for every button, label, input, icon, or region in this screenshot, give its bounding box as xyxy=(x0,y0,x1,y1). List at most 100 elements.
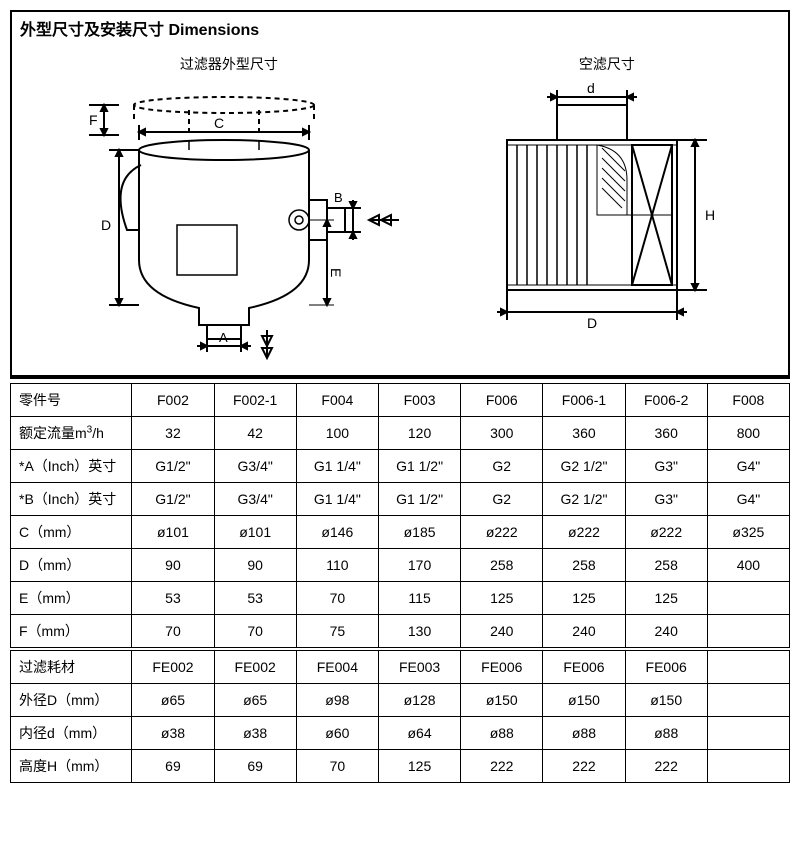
cell: 125 xyxy=(378,750,460,783)
cell: G3" xyxy=(625,450,707,483)
cell xyxy=(707,615,789,648)
dim-D2: D xyxy=(587,315,597,331)
cell: 300 xyxy=(461,417,543,450)
dimensions-table: 零件号F002F002-1F004F003F006F006-1F006-2F00… xyxy=(10,383,790,648)
cartridge-diagram: 空滤尺寸 d xyxy=(426,54,768,360)
cell: G1 1/2" xyxy=(378,483,460,516)
cell: 222 xyxy=(625,750,707,783)
cell: ø38 xyxy=(214,717,296,750)
spec-sheet: 外型尺寸及安装尺寸 Dimensions 过滤器外型尺寸 xyxy=(10,10,790,379)
row-label: *A（Inch）英寸 xyxy=(11,450,132,483)
col-header: F006-1 xyxy=(543,384,625,417)
cell: 70 xyxy=(296,582,378,615)
cell: G4" xyxy=(707,450,789,483)
col-header: F003 xyxy=(378,384,460,417)
cell: FE002 xyxy=(132,651,214,684)
cell: ø150 xyxy=(625,684,707,717)
dim-d: d xyxy=(587,80,595,96)
cell: 258 xyxy=(461,549,543,582)
dim-F: F xyxy=(89,112,98,128)
dim-B: B xyxy=(334,190,343,205)
dim-E: E xyxy=(328,268,344,277)
cell xyxy=(707,582,789,615)
cartridge-table: 过滤耗材FE002FE002FE004FE003FE006FE006FE006外… xyxy=(10,650,790,783)
cell: ø222 xyxy=(543,516,625,549)
section-title: 外型尺寸及安装尺寸 Dimensions xyxy=(12,12,788,44)
cell xyxy=(707,717,789,750)
cell: G4" xyxy=(707,483,789,516)
cell: G2 xyxy=(461,450,543,483)
row-label: 过滤耗材 xyxy=(11,651,132,684)
tables: 零件号F002F002-1F004F003F006F006-1F006-2F00… xyxy=(10,383,790,783)
cell: 69 xyxy=(214,750,296,783)
cell: 32 xyxy=(132,417,214,450)
col-header: F006 xyxy=(461,384,543,417)
dim-C: C xyxy=(214,115,224,131)
cell: ø98 xyxy=(296,684,378,717)
col-part-no: 零件号 xyxy=(11,384,132,417)
row-label: 高度H（mm） xyxy=(11,750,132,783)
row-label: 外径D（mm） xyxy=(11,684,132,717)
cell: FE006 xyxy=(543,651,625,684)
cell: 90 xyxy=(214,549,296,582)
dim-H: H xyxy=(705,207,715,223)
row-label: 内径d（mm） xyxy=(11,717,132,750)
col-header: F006-2 xyxy=(625,384,707,417)
cell: ø222 xyxy=(625,516,707,549)
col-header: F002 xyxy=(132,384,214,417)
cell: ø38 xyxy=(132,717,214,750)
cell: 170 xyxy=(378,549,460,582)
cell: ø65 xyxy=(214,684,296,717)
cell: FE002 xyxy=(214,651,296,684)
cell: ø64 xyxy=(378,717,460,750)
cell: G1 1/4" xyxy=(296,450,378,483)
filter-svg: F C xyxy=(49,80,409,360)
right-caption: 空滤尺寸 xyxy=(579,54,635,74)
row-label: C（mm） xyxy=(11,516,132,549)
cell: ø325 xyxy=(707,516,789,549)
cell: G3" xyxy=(625,483,707,516)
cell: 115 xyxy=(378,582,460,615)
cell: 70 xyxy=(132,615,214,648)
cell: FE006 xyxy=(625,651,707,684)
cell: FE004 xyxy=(296,651,378,684)
row-label: F（mm） xyxy=(11,615,132,648)
cell: G3/4" xyxy=(214,450,296,483)
dim-D: D xyxy=(101,217,111,233)
cell: 42 xyxy=(214,417,296,450)
cell: FE006 xyxy=(461,651,543,684)
cell: 70 xyxy=(296,750,378,783)
cell: G2 1/2" xyxy=(543,450,625,483)
cell xyxy=(707,684,789,717)
cell: 125 xyxy=(625,582,707,615)
cell: ø88 xyxy=(461,717,543,750)
cell: G2 xyxy=(461,483,543,516)
left-caption: 过滤器外型尺寸 xyxy=(180,54,278,74)
cell: ø146 xyxy=(296,516,378,549)
row-label: E（mm） xyxy=(11,582,132,615)
cell: 258 xyxy=(543,549,625,582)
cell: G1/2" xyxy=(132,483,214,516)
cell: 125 xyxy=(543,582,625,615)
cell: 360 xyxy=(543,417,625,450)
cell: G1/2" xyxy=(132,450,214,483)
cell: ø222 xyxy=(461,516,543,549)
cell: ø65 xyxy=(132,684,214,717)
row-label: *B（Inch）英寸 xyxy=(11,483,132,516)
cell: ø88 xyxy=(543,717,625,750)
cell: G1 1/2" xyxy=(378,450,460,483)
cell: 53 xyxy=(214,582,296,615)
cell: 100 xyxy=(296,417,378,450)
diagram-section: 外型尺寸及安装尺寸 Dimensions 过滤器外型尺寸 xyxy=(12,12,788,377)
cell: 240 xyxy=(625,615,707,648)
cell: G2 1/2" xyxy=(543,483,625,516)
cell: 53 xyxy=(132,582,214,615)
dim-A: A xyxy=(219,330,228,345)
cell: 120 xyxy=(378,417,460,450)
cell: 69 xyxy=(132,750,214,783)
cell: G1 1/4" xyxy=(296,483,378,516)
cell: 90 xyxy=(132,549,214,582)
col-header: F002-1 xyxy=(214,384,296,417)
cell: 125 xyxy=(461,582,543,615)
cell: 258 xyxy=(625,549,707,582)
